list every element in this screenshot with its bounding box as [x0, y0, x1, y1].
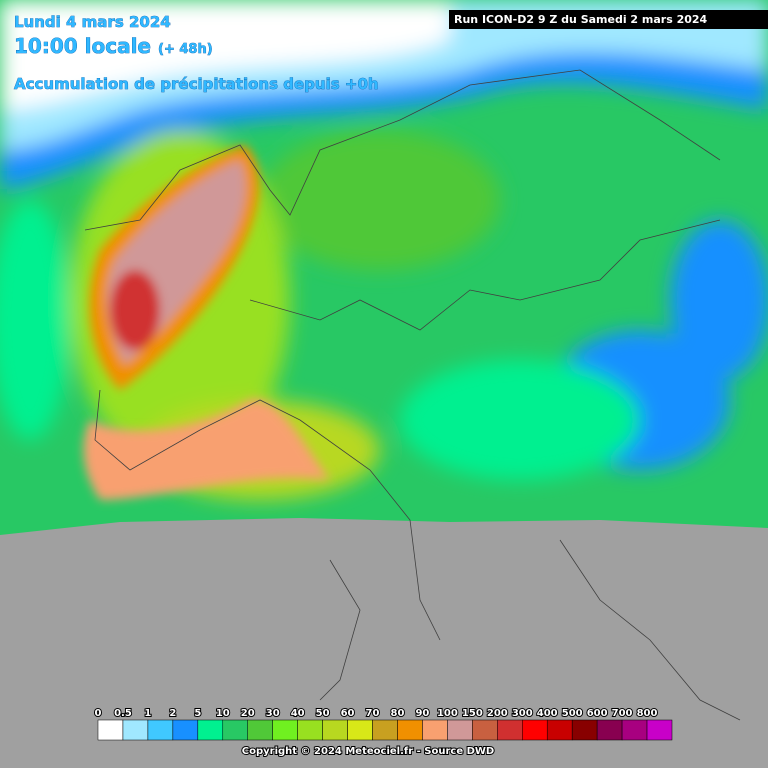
legend-swatch [472, 719, 498, 741]
legend-label: 0.5 [114, 708, 132, 719]
legend-label: 30 [266, 708, 280, 719]
forecast-time: 10:00 locale [14, 34, 151, 58]
legend-swatch [646, 719, 673, 741]
legend-swatch [147, 719, 174, 741]
legend-swatch [222, 719, 248, 741]
legend-swatch [571, 719, 598, 741]
legend-label: 500 [562, 708, 583, 719]
legend-swatch [247, 719, 273, 741]
legend-label: 70 [366, 708, 380, 719]
legend-swatch [322, 719, 348, 741]
legend-label: 100 [437, 708, 458, 719]
legend-label: 800 [637, 708, 658, 719]
legend-swatch [497, 719, 523, 741]
legend-swatch [197, 719, 224, 741]
legend-swatch [372, 719, 398, 741]
legend-label: 50 [316, 708, 330, 719]
legend-label: 20 [241, 708, 255, 719]
legend-swatch [621, 719, 648, 741]
legend-label: 80 [391, 708, 405, 719]
legend-swatch [172, 719, 199, 741]
legend-label: 150 [462, 708, 483, 719]
legend-label: 400 [537, 708, 558, 719]
legend-label: 200 [487, 708, 508, 719]
legend-swatch [447, 719, 473, 741]
legend-label: 40 [291, 708, 305, 719]
forecast-date: Lundi 4 mars 2024 [14, 13, 171, 31]
forecast-offset: (+ 48h) [158, 42, 213, 57]
precipitation-field [0, 0, 768, 540]
product-title: Accumulation de précipitations depuis +0… [14, 75, 379, 93]
legend-swatch [422, 719, 448, 741]
legend-swatch [596, 719, 623, 741]
outside-domain [0, 518, 768, 768]
legend-swatch [97, 719, 124, 741]
legend-swatch [122, 719, 149, 741]
legend-swatch [347, 719, 373, 741]
legend-label: 5 [194, 708, 201, 719]
header: Lundi 4 mars 2024 10:00 locale (+ 48h) A… [14, 10, 768, 93]
legend-label: 0 [95, 708, 102, 719]
legend-swatch [397, 719, 423, 741]
legend-swatch [546, 719, 573, 741]
legend-swatch [272, 719, 298, 741]
run-info: Run ICON-D2 9 Z du Samedi 2 mars 2024 [454, 13, 708, 26]
legend-swatch [522, 719, 548, 741]
legend-label: 60 [341, 708, 355, 719]
legend-swatch [297, 719, 323, 741]
legend-label: 1 [144, 708, 151, 719]
legend-label: 90 [415, 708, 429, 719]
legend-label: 2 [169, 708, 176, 719]
legend: 0 0.5 1 2 5 10 20 30 40 50 60 70 80 90 100 150 200 300 400… [94, 707, 673, 741]
run-box [449, 10, 768, 29]
legend-label: 600 [587, 708, 608, 719]
borders [84, 69, 741, 721]
legend-label: 700 [612, 708, 633, 719]
legend-label: 10 [216, 708, 230, 719]
copyright: Copyright © 2024 Meteociel.fr - Source D… [242, 746, 494, 757]
legend-label: 300 [512, 708, 533, 719]
